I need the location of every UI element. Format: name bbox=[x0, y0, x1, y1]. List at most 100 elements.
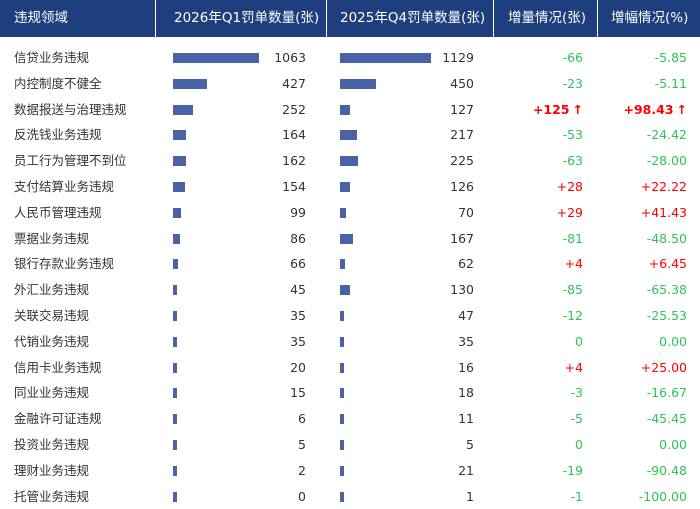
pct-value: +25.00 bbox=[600, 355, 687, 381]
delta-text: -66 bbox=[562, 50, 583, 65]
q1-bar bbox=[173, 182, 185, 192]
q1-bar bbox=[173, 465, 177, 476]
q1-bar bbox=[173, 311, 177, 321]
q4-value: 18 bbox=[458, 385, 474, 401]
delta-value: +4 bbox=[500, 355, 583, 381]
q1-bar bbox=[173, 336, 177, 347]
q1-bar bbox=[173, 207, 181, 218]
category-label: 关联交易违规 bbox=[14, 308, 90, 323]
delta-value: -5 bbox=[500, 406, 583, 432]
q1-bar bbox=[173, 233, 180, 244]
header-q4: 2025年Q4罚单数量(张) bbox=[340, 10, 486, 26]
pct-value: -25.53 bbox=[600, 303, 687, 329]
header-q1: 2026年Q1罚单数量(张) bbox=[174, 10, 320, 26]
pct-text: -25.53 bbox=[646, 308, 687, 323]
delta-value: -3 bbox=[500, 380, 583, 406]
delta-text: -3 bbox=[570, 385, 583, 401]
q4-value: 126 bbox=[450, 179, 474, 194]
q4-value: 35 bbox=[458, 333, 474, 349]
delta-text: +125 bbox=[532, 101, 570, 117]
q4-value: 70 bbox=[458, 204, 474, 220]
delta-text: -63 bbox=[562, 153, 583, 169]
q1-value: 154 bbox=[282, 179, 306, 194]
q1-bar bbox=[173, 388, 177, 399]
pct-value: +41.43 bbox=[600, 200, 687, 226]
q1-value: 20 bbox=[290, 359, 306, 375]
q1-value: 15 bbox=[290, 385, 306, 401]
delta-value: +125 ↑ bbox=[500, 97, 583, 123]
table-row: 内控制度不健全 427 450 -23 -5.11 bbox=[0, 71, 700, 97]
table-row: 信用卡业务违规 20 16 +4 +25.00 bbox=[0, 355, 700, 381]
q4-value: 62 bbox=[458, 256, 474, 272]
table-row: 金融许可证违规 6 11 -5 -45.45 bbox=[0, 406, 700, 432]
q1-bar bbox=[173, 78, 207, 89]
pct-text: -16.67 bbox=[646, 385, 687, 401]
category-label: 投资业务违规 bbox=[14, 437, 90, 452]
table-row: 员工行为管理不到位 162 225 -63 -28.00 bbox=[0, 148, 700, 174]
pct-value: +98.43 ↑ bbox=[600, 97, 688, 123]
q1-bar bbox=[173, 440, 177, 450]
pct-value: -100.00 bbox=[600, 484, 687, 509]
q4-value: 11 bbox=[458, 411, 474, 427]
q1-bar bbox=[173, 130, 186, 141]
pct-value: +22.22 bbox=[600, 174, 687, 200]
category-label: 反洗钱业务违规 bbox=[14, 127, 102, 143]
q4-value: 47 bbox=[458, 308, 474, 323]
delta-text: -12 bbox=[562, 308, 583, 323]
delta-value: -12 bbox=[500, 303, 583, 329]
delta-text: 0 bbox=[575, 437, 583, 452]
q4-value: 217 bbox=[450, 127, 474, 143]
delta-text: 0 bbox=[575, 333, 583, 349]
category-label: 同业业务违规 bbox=[14, 385, 90, 401]
q4-bar bbox=[340, 130, 357, 141]
q4-bar bbox=[340, 182, 350, 192]
pct-text: -100.00 bbox=[638, 488, 687, 504]
q4-value: 1 bbox=[466, 488, 474, 504]
category-label: 托管业务违规 bbox=[14, 488, 90, 504]
q1-value: 252 bbox=[282, 101, 306, 117]
delta-value: -63 bbox=[500, 148, 583, 174]
q4-value: 21 bbox=[458, 462, 474, 478]
delta-value: -81 bbox=[500, 226, 583, 252]
header-separator bbox=[326, 0, 327, 37]
q4-value: 225 bbox=[450, 153, 474, 169]
delta-value: -66 bbox=[500, 45, 583, 71]
pct-text: +98.43 bbox=[623, 101, 674, 117]
delta-text: -19 bbox=[562, 462, 583, 478]
pct-text: -5.85 bbox=[654, 50, 687, 65]
table-row: 托管业务违规 0 1 -1 -100.00 bbox=[0, 484, 700, 509]
q4-bar bbox=[340, 207, 346, 218]
q1-bar bbox=[173, 491, 177, 502]
header-separator bbox=[493, 0, 494, 37]
q4-bar bbox=[340, 336, 344, 347]
delta-text: -81 bbox=[562, 230, 583, 246]
pct-value: 0.00 bbox=[600, 432, 687, 458]
pct-text: 0.00 bbox=[659, 333, 687, 349]
category-label: 信用卡业务违规 bbox=[14, 359, 102, 375]
pct-text: +6.45 bbox=[648, 256, 687, 272]
q1-value: 164 bbox=[282, 127, 306, 143]
q4-bar bbox=[340, 156, 358, 167]
table-header: 违规领域 2026年Q1罚单数量(张) 2025年Q4罚单数量(张) 增量情况(… bbox=[0, 0, 700, 37]
table-row: 理财业务违规 2 21 -19 -90.48 bbox=[0, 458, 700, 484]
delta-text: +4 bbox=[564, 359, 583, 375]
category-label: 银行存款业务违规 bbox=[14, 256, 115, 272]
pct-value: -65.38 bbox=[600, 277, 687, 303]
category-label: 内控制度不健全 bbox=[14, 75, 102, 91]
q1-bar bbox=[173, 362, 177, 373]
q1-value: 45 bbox=[290, 282, 306, 298]
q1-bar bbox=[173, 53, 259, 63]
table-row: 票据业务违规 86 167 -81 -48.50 bbox=[0, 226, 700, 252]
q4-bar bbox=[340, 311, 344, 321]
q1-value: 66 bbox=[290, 256, 306, 272]
table-row: 支付结算业务违规 154 126 +28 +22.22 bbox=[0, 174, 700, 200]
pct-value: -16.67 bbox=[600, 380, 687, 406]
q4-value: 5 bbox=[466, 437, 474, 452]
q1-bar bbox=[173, 104, 193, 115]
pct-text: -90.48 bbox=[646, 462, 687, 478]
header-pct: 增幅情况(%) bbox=[611, 10, 689, 26]
pct-text: -48.50 bbox=[646, 230, 687, 246]
q4-bar bbox=[340, 388, 344, 399]
q4-value: 1129 bbox=[442, 50, 474, 65]
q1-value: 1063 bbox=[274, 50, 306, 65]
